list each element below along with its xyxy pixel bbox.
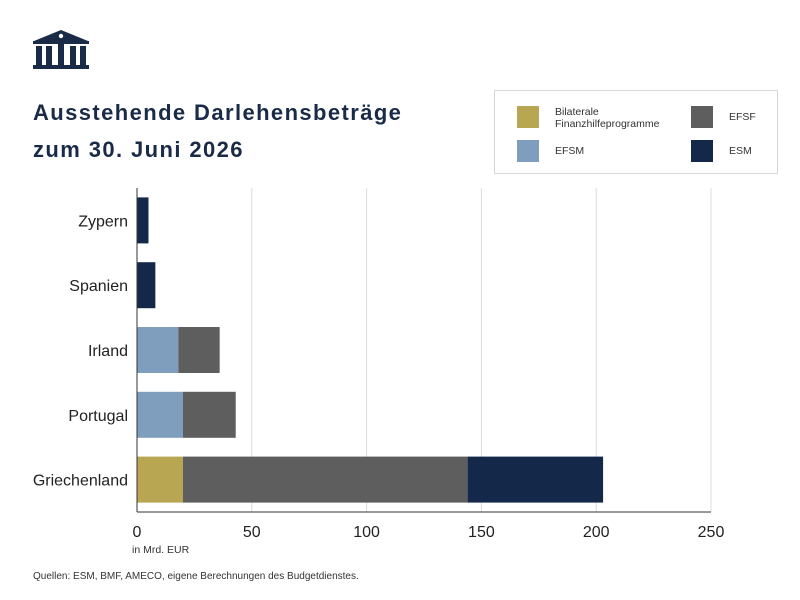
bar-spanien-3 bbox=[137, 262, 156, 309]
legend-item-esm: ESM bbox=[691, 140, 752, 162]
chart-legend: Bilaterale Finanzhilfeprogramme EFSF EFS… bbox=[494, 90, 778, 174]
x-tick-label-2: 100 bbox=[353, 524, 380, 541]
legend-label-efsm: EFSM bbox=[555, 145, 585, 157]
category-label-griechenland: Griechenland bbox=[33, 473, 128, 490]
parliament-building-icon bbox=[33, 30, 89, 69]
title-line-2: zum 30. Juni 2026 bbox=[33, 137, 244, 162]
bar-griechenland-0 bbox=[137, 456, 183, 503]
x-tick-label-0: 0 bbox=[133, 524, 142, 541]
x-tick-label-5: 250 bbox=[698, 524, 725, 541]
legend-label-bilateral: Bilaterale Finanzhilfeprogramme bbox=[555, 106, 660, 130]
bar-irland-1 bbox=[137, 327, 179, 373]
category-label-portugal: Portugal bbox=[68, 408, 128, 425]
title-line-1: Ausstehende Darlehensbeträge bbox=[33, 100, 403, 125]
chart-title: Ausstehende Darlehensbeträge zum 30. Jun… bbox=[33, 94, 402, 168]
x-tick-label-1: 50 bbox=[243, 524, 261, 541]
x-axis-label: in Mrd. EUR bbox=[132, 544, 190, 556]
legend-swatch-esm bbox=[691, 140, 713, 162]
legend-swatch-efsm bbox=[517, 140, 539, 162]
bar-portugal-1 bbox=[137, 391, 183, 438]
legend-item-efsf: EFSF bbox=[691, 106, 756, 128]
bar-zypern-3 bbox=[137, 197, 149, 244]
category-label-spanien: Spanien bbox=[69, 278, 128, 295]
bar-portugal-2 bbox=[182, 391, 236, 438]
legend-label-esm: ESM bbox=[729, 145, 752, 157]
x-tick-label-4: 200 bbox=[583, 524, 610, 541]
legend-label-efsf: EFSF bbox=[729, 111, 756, 123]
category-label-irland: Irland bbox=[88, 343, 128, 360]
legend-item-efsm: EFSM bbox=[517, 140, 584, 162]
source-note: Quellen: ESM, BMF, AMECO, eigene Berechn… bbox=[33, 571, 359, 582]
category-label-zypern: Zypern bbox=[78, 213, 128, 230]
legend-item-bilateral: Bilaterale Finanzhilfeprogramme bbox=[517, 106, 659, 130]
bar-griechenland-3 bbox=[467, 456, 604, 503]
bar-irland-2 bbox=[178, 327, 220, 373]
x-tick-label-3: 150 bbox=[468, 524, 495, 541]
legend-swatch-efsf bbox=[691, 106, 713, 128]
legend-swatch-bilateral bbox=[517, 106, 539, 128]
bar-griechenland-2 bbox=[182, 456, 468, 503]
